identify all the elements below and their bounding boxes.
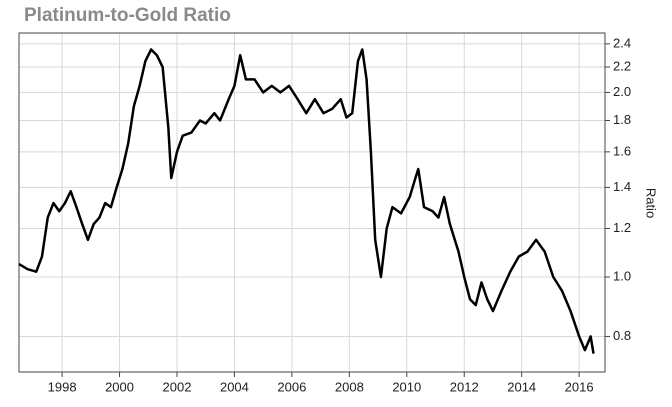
x-tick-label: 2010 — [392, 379, 421, 394]
y-tick-label: 2.4 — [613, 35, 631, 50]
x-tick-label: 2016 — [565, 379, 594, 394]
y-tick-label: 1.8 — [613, 112, 631, 127]
y-tick-label: 2.2 — [613, 58, 631, 73]
y-tick-label: 2.0 — [613, 84, 631, 99]
x-tick-label: 2008 — [335, 379, 364, 394]
x-tick-label: 2014 — [507, 379, 536, 394]
y-tick-label: 1.2 — [613, 220, 631, 235]
y-tick-label: 0.8 — [613, 328, 631, 343]
data-line — [18, 48, 595, 354]
chart-title: Platinum-to-Gold Ratio — [24, 5, 231, 26]
x-tick-label: 1998 — [48, 379, 77, 394]
x-tick-label: 2006 — [277, 379, 306, 394]
y-tick-label: 1.4 — [613, 179, 631, 194]
x-tick-label: 2002 — [163, 379, 192, 394]
y-axis-label: Ratio — [644, 188, 659, 218]
x-tick-label: 2000 — [105, 379, 134, 394]
y-tick-label: 1.6 — [613, 143, 631, 158]
plot-frame — [18, 32, 606, 373]
x-tick-label: 2004 — [220, 379, 249, 394]
y-tick-label: 1.0 — [613, 268, 631, 283]
x-tick-label: 2012 — [450, 379, 479, 394]
